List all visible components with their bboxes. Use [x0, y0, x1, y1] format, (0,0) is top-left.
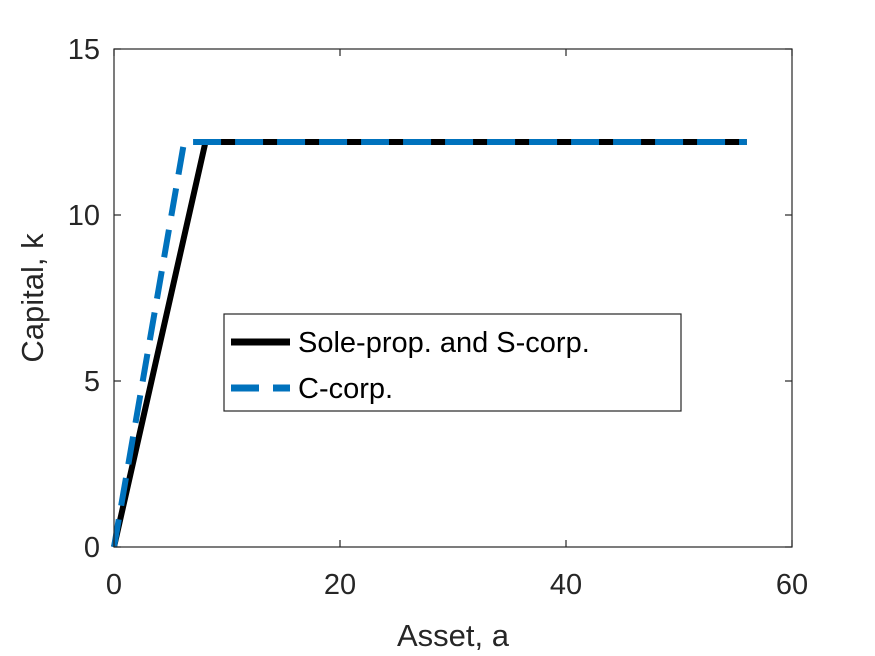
legend-label-c-corp: C-corp.: [298, 373, 393, 405]
series-line-1: [111, 139, 747, 548]
y-tick-label: 0: [84, 532, 100, 564]
y-tick-label: 10: [68, 200, 100, 232]
legend-label-sole-prop: Sole-prop. and S-corp.: [298, 327, 590, 359]
legend: Sole-prop. and S-corp. C-corp.: [223, 313, 682, 412]
legend-box: [223, 313, 682, 412]
y-axis-label: Capital, k: [15, 233, 50, 363]
x-tick-label: 40: [550, 569, 582, 601]
ticks-layer: 0 20 40 60 0 5 10 15: [68, 34, 808, 601]
y-tick-label: 15: [68, 34, 100, 66]
x-tick-label: 0: [106, 569, 122, 601]
plot-background: [114, 49, 792, 547]
x-axis-label: Asset, a: [397, 618, 510, 653]
plot-frame: [113, 48, 793, 548]
x-tick-label: 20: [324, 569, 356, 601]
x-tick-label: 60: [776, 569, 808, 601]
y-tick-label: 5: [84, 366, 100, 398]
series-layer: [111, 139, 747, 548]
